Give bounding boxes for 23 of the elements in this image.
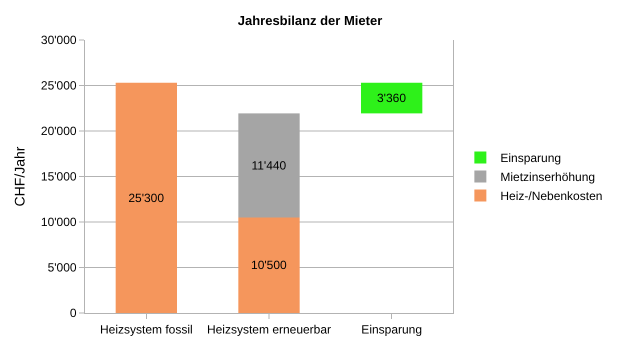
y-tick-label: 10'000 [40,215,77,230]
legend-label: Mietzinserhöhung [500,170,596,184]
data-label: 11'440 [251,158,287,172]
y-tick-label: 5'000 [48,260,77,275]
x-tick-label: Heizsystem fossil [100,322,193,336]
y-tick-label: 30'000 [40,33,77,48]
bar [361,82,422,114]
data-label: 3'360 [377,91,406,106]
y-tick-label: 0 [70,306,77,320]
data-label: 25'300 [128,190,164,205]
bar [238,217,300,313]
x-tick-label: Heizsystem erneuerbar [206,322,332,336]
bar [116,82,177,313]
chart-title: Jahresbilanz der Mieter [238,12,382,28]
bar [238,113,300,218]
data-label: 10'500 [251,258,287,272]
legend-label: Heiz-/Nebenkosten [500,189,602,204]
y-tick-label: 20'000 [40,124,77,138]
y-axis-title: CHF/Jahr [12,146,28,206]
y-tick-label: 25'000 [40,78,77,93]
x-tick-label: Einsparung [361,322,422,336]
y-tick-label: 15'000 [40,170,77,184]
legend-label: Einsparung [500,151,562,166]
